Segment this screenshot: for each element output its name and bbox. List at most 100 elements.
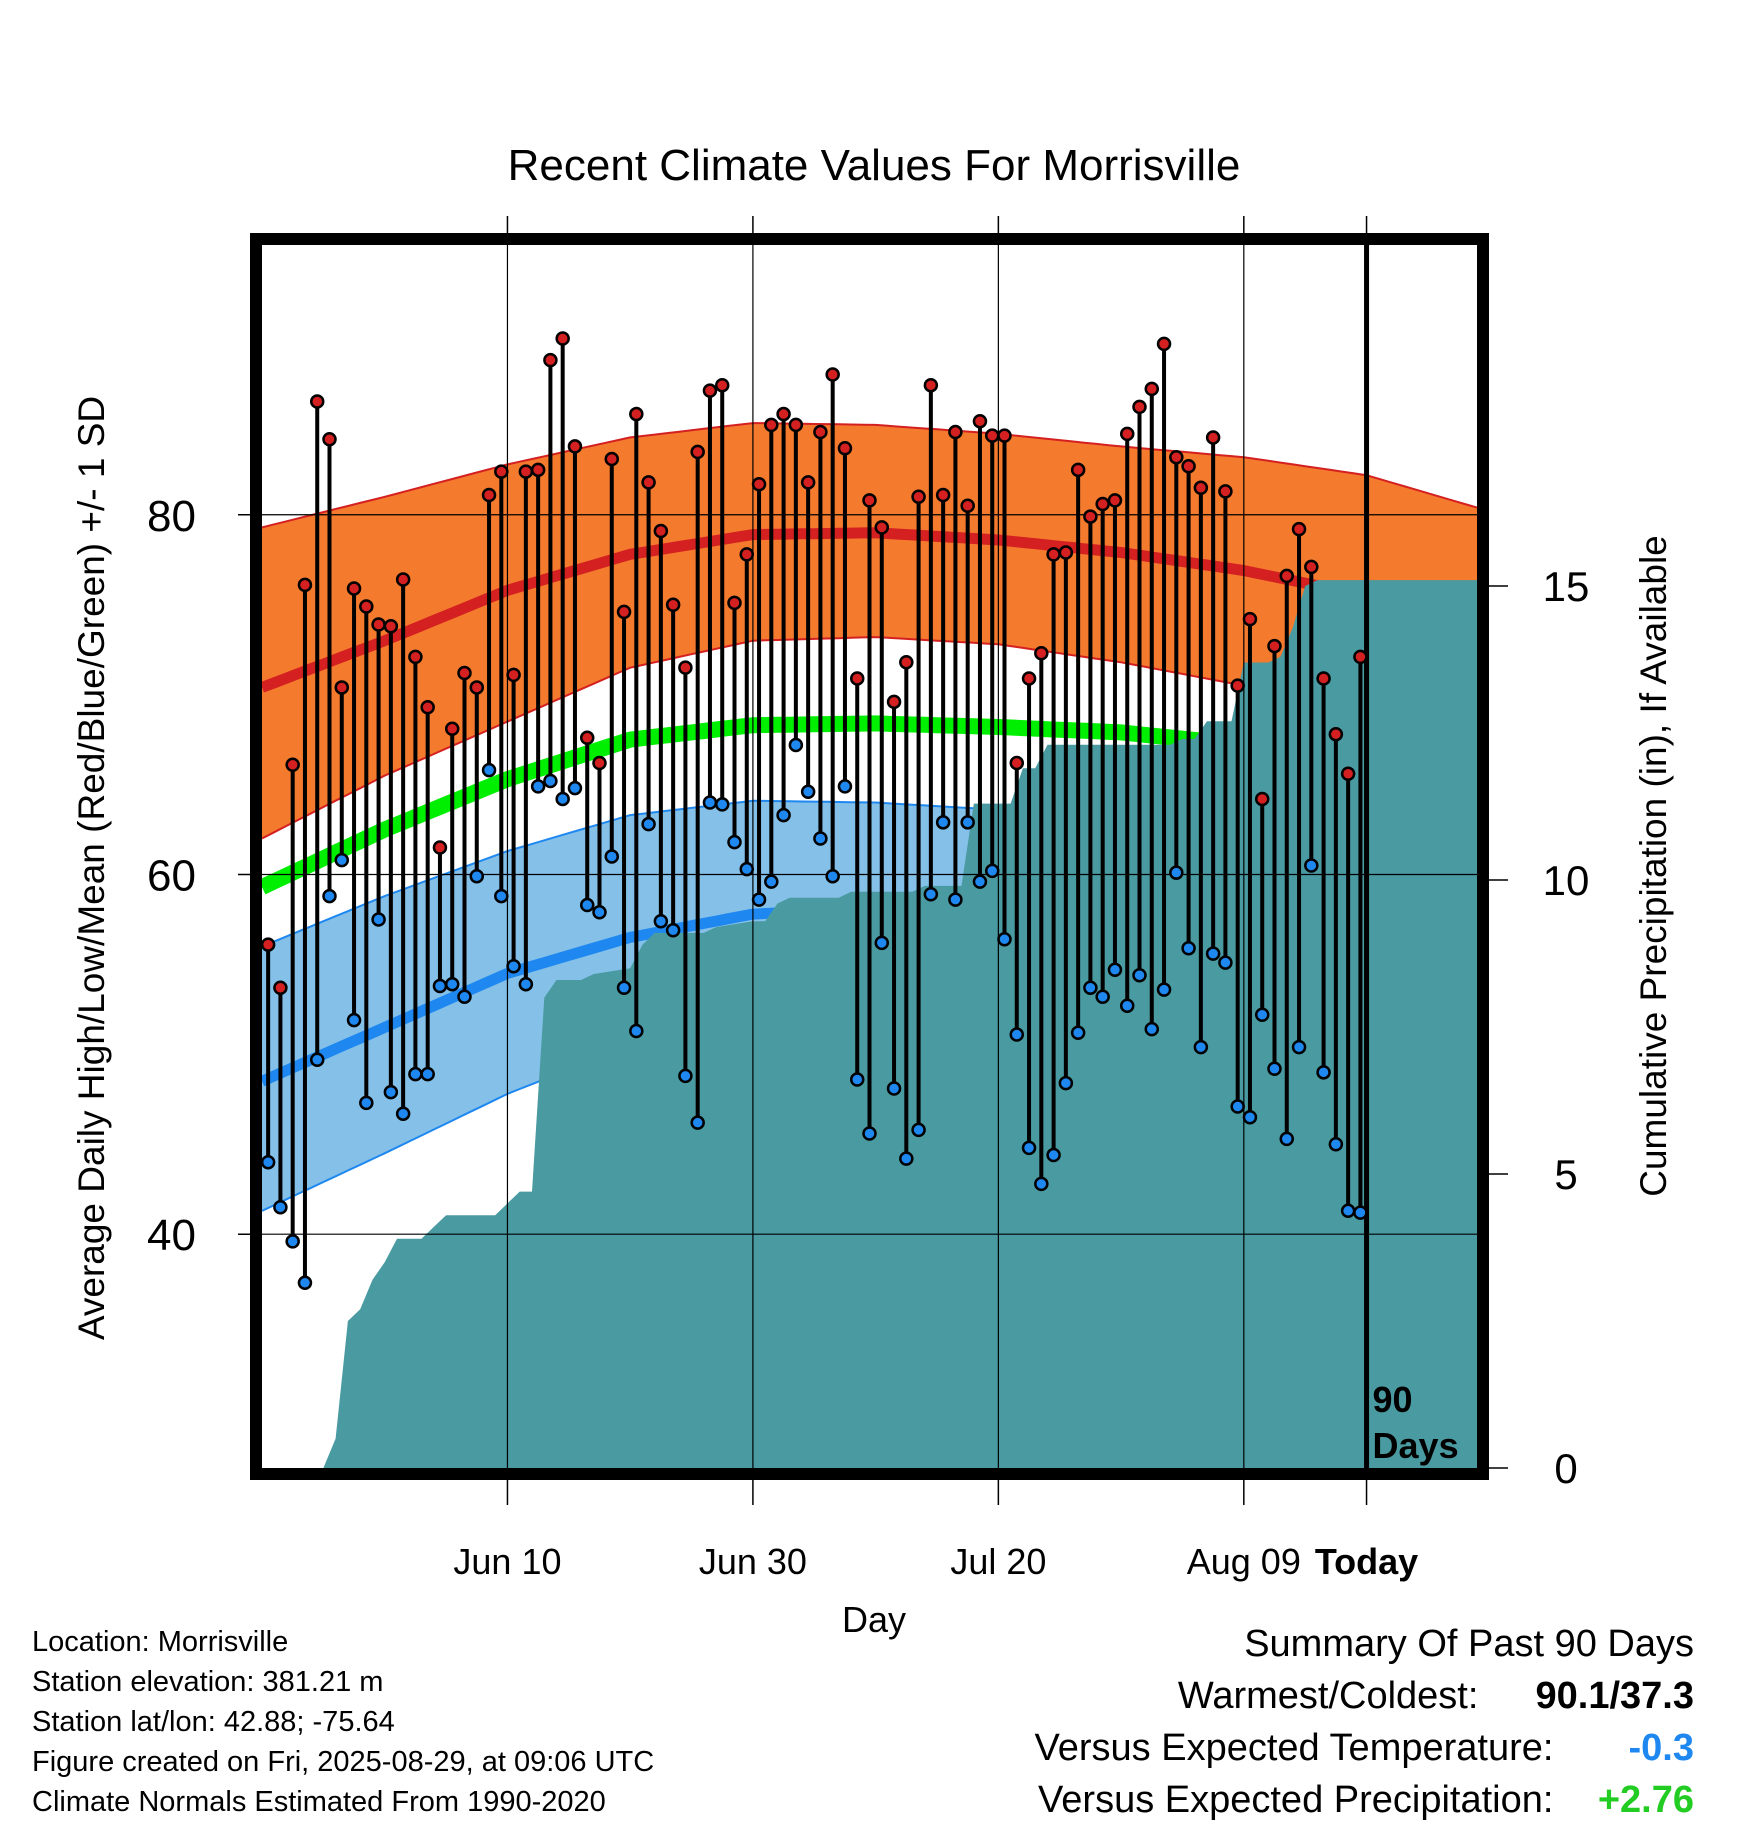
daily-low-point [1034, 1176, 1049, 1192]
y-tick-label: 80 [147, 492, 196, 541]
y2-axis-label: Cumulative Precipitation (in), If Availa… [1633, 535, 1674, 1197]
daily-high-point [849, 671, 865, 686]
daily-high-point [629, 406, 644, 422]
daily-high-point [262, 937, 276, 952]
daily-low-point [837, 779, 853, 794]
daily-high-point [530, 462, 546, 478]
daily-high-point [359, 599, 374, 614]
daily-high-point [457, 665, 472, 681]
normals-text: Climate Normals Estimated From 1990-2020 [32, 1786, 606, 1818]
daily-high-point [1181, 458, 1196, 474]
daily-high-point [273, 980, 288, 996]
daily-low-point [1340, 1203, 1356, 1219]
daily-high-point [1267, 638, 1282, 654]
daily-high-point [948, 424, 963, 440]
daily-low-point [1328, 1137, 1344, 1152]
daily-low-point [1291, 1039, 1307, 1055]
daily-low-point [297, 1275, 313, 1291]
daily-low-point [702, 795, 718, 810]
daily-low-point [923, 887, 939, 902]
daily-low-point [751, 892, 767, 907]
daily-low-point [444, 976, 460, 992]
daily-high-point [1340, 766, 1356, 782]
daily-low-point [690, 1115, 705, 1130]
daily-low-point [1193, 1039, 1209, 1055]
daily-low-point [1242, 1110, 1258, 1125]
temp-value: -0.3 [1628, 1727, 1694, 1769]
daily-high-point [1058, 545, 1074, 560]
daily-low-point [1181, 940, 1196, 956]
daily-high-point [874, 520, 890, 535]
precip-label: Versus Expected Precipitation: [1038, 1779, 1554, 1821]
daily-high-point [309, 394, 325, 409]
daily-low-point [1218, 955, 1233, 970]
daily-low-point [309, 1052, 325, 1067]
daily-high-point [1304, 559, 1319, 575]
daily-high-point [825, 367, 840, 382]
daily-high-point [997, 428, 1012, 443]
y2-tick-label: 0 [1554, 1445, 1577, 1492]
daily-high-point [935, 487, 951, 503]
daily-high-point [1095, 496, 1110, 512]
daily-low-point [776, 807, 791, 823]
daily-high-point [923, 378, 939, 393]
daily-low-point [911, 1122, 926, 1138]
daily-high-point [1254, 791, 1270, 807]
latlon-text: Station lat/lon: 42.88; -75.64 [32, 1706, 395, 1738]
daily-high-point [776, 406, 791, 422]
daily-high-point [371, 617, 386, 632]
daily-low-point [408, 1066, 423, 1082]
daily-high-point [1034, 646, 1049, 661]
daily-low-point [383, 1084, 399, 1100]
daily-low-point [285, 1234, 300, 1249]
x-axis-label: Day [842, 1599, 906, 1640]
daily-high-point [653, 523, 669, 539]
daily-high-point [751, 476, 767, 492]
daily-low-point [1107, 962, 1123, 978]
daily-low-point [334, 852, 350, 868]
daily-low-point [1046, 1147, 1061, 1163]
daily-high-point [1218, 484, 1233, 499]
daily-high-point [800, 475, 816, 490]
daily-low-point [530, 779, 546, 794]
daily-high-point [506, 667, 521, 683]
daily-high-point [1009, 755, 1025, 771]
daily-low-point [800, 784, 816, 800]
daily-low-point [1304, 858, 1319, 873]
daily-low-point [262, 1155, 276, 1170]
daily-high-point [567, 439, 583, 454]
station-info: Location: Morrisville Station elevation:… [32, 1622, 654, 1822]
daily-high-point [899, 655, 914, 670]
daily-high-point [1107, 493, 1123, 508]
daily-low-point [714, 797, 730, 812]
daily-high-point [1205, 430, 1221, 445]
daily-high-point [1328, 726, 1344, 742]
daily-low-point [1353, 1205, 1368, 1220]
daily-high-point [420, 699, 435, 715]
y-tick-label: 60 [147, 851, 196, 900]
daily-high-point [604, 451, 620, 467]
daily-high-point [1169, 449, 1184, 465]
created-text: Figure created on Fri, 2025-08-29, at 09… [32, 1746, 655, 1778]
y-axis-label: Average Daily High/Low/Mean (Red/Blue/Gr… [71, 396, 112, 1340]
daily-high-point [1353, 649, 1368, 665]
daily-low-point [849, 1072, 865, 1087]
y2-tick-label: 10 [1543, 857, 1590, 904]
daily-low-point [727, 834, 742, 850]
daily-high-point [383, 619, 399, 634]
daily-high-point [1193, 480, 1209, 496]
warm-cold-label: Warmest/Coldest: [1177, 1675, 1479, 1717]
daily-low-point [273, 1199, 288, 1215]
daily-high-point [1132, 399, 1147, 415]
daily-high-point [727, 595, 742, 611]
daily-high-point [616, 604, 632, 620]
daily-low-point [1021, 1140, 1037, 1156]
y2-tick-label: 5 [1554, 1151, 1577, 1198]
daily-low-point [1132, 967, 1147, 983]
daily-high-point [1230, 678, 1245, 693]
x-tick-label: Jun 30 [699, 1541, 807, 1582]
daily-high-point [1279, 568, 1295, 584]
daily-low-point [604, 849, 620, 864]
daily-low-point [420, 1066, 435, 1082]
